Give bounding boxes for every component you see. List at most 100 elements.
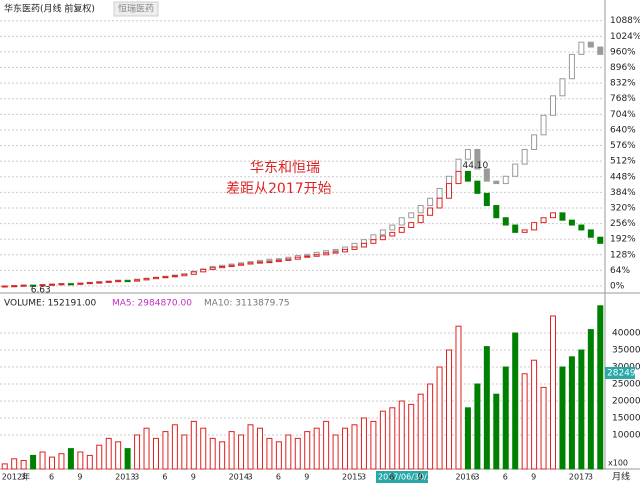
volume-bar <box>531 359 538 470</box>
volume-bar <box>67 448 74 470</box>
x-tick-label: 3 <box>474 473 479 482</box>
candle <box>351 246 358 250</box>
cursor-value: 28249 <box>607 368 636 378</box>
candle <box>1 285 8 288</box>
volume-bar <box>48 456 55 470</box>
volume-bar <box>313 427 320 470</box>
candle <box>285 256 292 260</box>
y-tick-label: 20000 <box>612 397 640 407</box>
high-label: 44.10 <box>462 161 488 171</box>
volume-bar <box>256 427 263 470</box>
candle <box>332 251 339 254</box>
x-tick-label: 9 <box>77 473 82 482</box>
x-tick-label: 6 <box>162 473 167 482</box>
x-tick-label: 2013 <box>115 473 135 482</box>
candle <box>190 271 197 275</box>
candle <box>238 263 245 266</box>
candle <box>408 212 415 219</box>
volume-bar <box>247 424 254 470</box>
volume-bar <box>96 444 103 470</box>
y-tick-label: 512% <box>610 157 636 167</box>
volume-bar <box>417 393 424 470</box>
candle <box>464 148 471 160</box>
candle <box>455 170 462 185</box>
candle <box>502 175 509 185</box>
volume-bar <box>408 403 415 470</box>
candle <box>266 258 273 261</box>
candle <box>105 280 112 283</box>
candle <box>597 236 604 244</box>
compare-tab[interactable] <box>113 1 159 17</box>
volume-bar <box>398 400 405 470</box>
volume-bar <box>568 356 575 470</box>
y-tick-label: 10000 <box>612 431 640 441</box>
volume-bar <box>446 349 453 470</box>
candle <box>578 41 585 55</box>
candle <box>256 259 263 263</box>
volume-bar <box>171 424 178 470</box>
candle <box>370 239 377 244</box>
candle <box>313 254 320 257</box>
low-label: 6.63 <box>31 286 51 296</box>
volume-bar <box>124 448 131 470</box>
candle <box>86 282 93 285</box>
candle <box>209 267 216 270</box>
candle <box>351 242 358 248</box>
candle <box>464 170 471 182</box>
candle <box>266 261 273 264</box>
volume-bar <box>360 417 367 470</box>
candle <box>408 222 415 228</box>
volume-bar <box>521 373 528 470</box>
x-tick-label: 6 <box>49 473 54 482</box>
candle <box>256 261 263 264</box>
candle <box>559 212 566 221</box>
cursor-value-box <box>605 366 635 379</box>
candle <box>162 276 169 279</box>
x-tick-label: 9 <box>191 473 196 482</box>
volume-bar <box>342 427 349 470</box>
compare-title[interactable]: 恒瑞医药 <box>118 3 154 15</box>
volume-bar <box>379 410 386 470</box>
cursor-date: 2017/06/30/五 <box>378 473 435 482</box>
candle <box>200 268 207 273</box>
volume-bar <box>464 407 471 470</box>
x-tick-label: 2016 <box>455 473 475 482</box>
y-tick-label: 128% <box>610 250 636 260</box>
y-tick-label: 64% <box>610 266 630 276</box>
volume-bar <box>436 366 443 470</box>
candle <box>30 284 37 287</box>
candle <box>360 242 367 248</box>
volume-bar <box>143 427 150 470</box>
y-tick-label: 1088% <box>610 16 640 26</box>
y-tick-label: 960% <box>610 47 636 57</box>
volume-bar <box>105 437 112 470</box>
candle <box>115 280 122 283</box>
volume-bar <box>332 434 339 470</box>
y-tick-label: 448% <box>610 172 636 182</box>
candle <box>360 239 367 244</box>
volume-bar <box>559 366 566 470</box>
x-tick-label: 9 <box>418 473 423 482</box>
candle <box>294 256 301 260</box>
volume-bar <box>228 431 235 470</box>
volume-bar <box>1 463 8 470</box>
volume-bar <box>389 407 396 470</box>
candle <box>597 46 604 55</box>
volume-bar <box>162 431 169 470</box>
x-tick-label: 2014 <box>229 473 249 482</box>
candle <box>398 217 405 226</box>
candle <box>446 183 453 199</box>
volume-bar <box>238 434 245 470</box>
y-tick-label: 35000 <box>612 346 640 356</box>
volume-bar <box>493 393 500 470</box>
x-tick-label: 9 <box>531 473 536 482</box>
candle <box>285 258 292 261</box>
volume-bar <box>86 454 93 470</box>
volume-bar <box>134 434 141 470</box>
candle <box>474 180 481 194</box>
period-label[interactable]: 月线 <box>612 471 630 483</box>
cursor-date-box <box>376 471 428 483</box>
volume-bar <box>200 427 207 470</box>
ma10-label: MA10: 3113879.75 <box>204 299 290 309</box>
y-tick-label: 576% <box>610 141 636 151</box>
